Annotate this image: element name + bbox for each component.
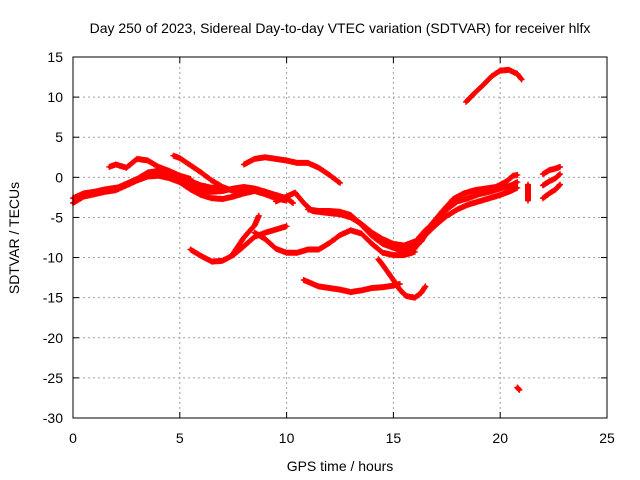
y-tick-label: -10 (43, 250, 63, 266)
series-markers (514, 384, 523, 393)
series-markers (463, 66, 525, 105)
chart-title: Day 250 of 2023, Sidereal Day-to-day VTE… (90, 20, 591, 36)
y-tick-label: -25 (43, 370, 63, 386)
data-series-track-13 (300, 277, 403, 296)
series-markers (300, 277, 403, 296)
grid (73, 57, 607, 418)
y-tick-label: -30 (43, 410, 63, 426)
x-tick-label: 0 (69, 430, 77, 446)
data-series-track-4 (106, 155, 194, 182)
data-points (70, 66, 563, 393)
x-tick-label: 25 (599, 430, 615, 446)
x-tick-label: 10 (279, 430, 295, 446)
series-markers (418, 171, 521, 245)
series-markers (272, 189, 418, 249)
series-markers (176, 179, 290, 204)
series-markers (251, 227, 418, 259)
data-series-track-19 (525, 181, 531, 204)
data-series-track-20 (514, 384, 523, 393)
series-markers (305, 206, 418, 255)
data-series-track-6 (176, 179, 290, 204)
y-tick-label: 5 (55, 129, 63, 145)
y-axis-label: SDTVAR / TECUs (6, 182, 22, 294)
x-tick-label: 5 (176, 430, 184, 446)
series-markers (539, 171, 563, 189)
series-markers (240, 154, 343, 186)
y-tick-label: -5 (51, 209, 64, 225)
series-markers (539, 163, 563, 178)
axis-ticks: 0 5 10 15 20 25 -30 -25 -20 -15 -10 -5 0 5 10 15 (43, 49, 615, 446)
series-markers (539, 181, 563, 202)
data-series-track-23 (539, 163, 563, 178)
data-series-track-7 (240, 154, 343, 186)
data-series-track-11 (272, 189, 418, 249)
y-tick-label: 10 (47, 89, 63, 105)
data-series-track-22 (539, 171, 563, 189)
x-tick-label: 15 (386, 430, 402, 446)
series-markers (106, 155, 194, 182)
data-series-track-14 (375, 256, 429, 301)
y-tick-label: -20 (43, 330, 63, 346)
y-tick-label: 15 (47, 49, 63, 65)
x-tick-label: 20 (492, 430, 508, 446)
data-series-track-21 (539, 181, 563, 202)
data-series-track-17 (418, 171, 521, 245)
x-axis-label: GPS time / hours (287, 458, 394, 474)
data-series-track-10 (251, 227, 418, 259)
data-series-track-8 (187, 223, 290, 265)
data-series-track-18 (463, 66, 525, 105)
series-markers (525, 181, 531, 204)
data-series-track-9 (230, 212, 262, 257)
plot-frame (72, 56, 608, 419)
y-tick-label: -15 (43, 290, 63, 306)
y-tick-label: 0 (55, 169, 63, 185)
series-markers (230, 212, 262, 257)
series-markers (375, 256, 429, 301)
